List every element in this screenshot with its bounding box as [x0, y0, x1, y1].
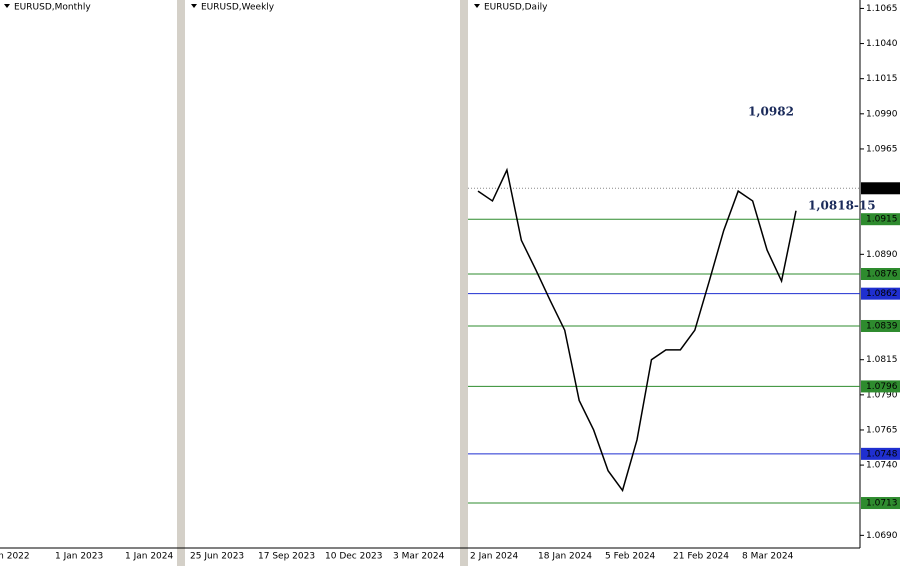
price-box	[861, 182, 900, 195]
level-label: 1.0915	[866, 215, 898, 225]
menu-arrow[interactable]	[191, 4, 197, 8]
y-tick-label: 1.0815	[866, 355, 898, 365]
level-box	[861, 287, 900, 300]
y-tick-label: 1.0965	[866, 144, 898, 154]
menu-arrow[interactable]	[4, 4, 10, 8]
y-tick-label: 1.0790	[866, 390, 898, 400]
y-tick-label: 1.0990	[866, 109, 898, 119]
y-tick-label: 1.1015	[866, 74, 898, 84]
level-box	[861, 497, 900, 510]
level-box	[861, 213, 900, 226]
level-label: 1.0796	[866, 382, 898, 392]
level-label: 1.0862	[866, 289, 898, 299]
x-tick-label: 5 Feb 2024	[605, 552, 656, 562]
level-box	[861, 268, 900, 280]
level-label: 1.0748	[866, 449, 898, 459]
x-tick-label: 1 Jan 2023	[55, 552, 103, 562]
y-tick-label: 1.1065	[866, 4, 898, 14]
annotation: 1,0818-15	[808, 199, 876, 213]
x-tick-label: 21 Feb 2024	[673, 552, 729, 562]
x-tick-label: 1 Jan 2024	[125, 552, 173, 562]
y-tick-label: 1.0690	[866, 531, 898, 541]
price-line-series	[477, 167, 797, 493]
panel-title: EURUSD,Weekly	[201, 3, 275, 13]
y-tick-label: 1.0740	[866, 461, 898, 471]
annotation: 1,0982	[748, 105, 794, 119]
panel-title: EURUSD,Daily	[484, 3, 548, 13]
splitter	[177, 0, 185, 566]
x-tick-label: 10 Dec 2023	[325, 552, 383, 562]
x-tick-label: 17 Sep 2023	[258, 552, 315, 562]
level-box	[861, 447, 900, 460]
level-label: 1.0839	[866, 321, 898, 331]
x-tick-label: 8 Mar 2024	[742, 552, 794, 562]
x-tick-label: 25 Jun 2023	[190, 552, 244, 562]
menu-arrow[interactable]	[474, 4, 480, 8]
level-box	[861, 319, 900, 332]
x-tick-label: 2 Jan 2024	[470, 552, 518, 562]
level-label: 1.0713	[866, 499, 898, 509]
x-tick-label: 18 Jan 2024	[538, 552, 592, 562]
price-label: 1.0937	[866, 184, 898, 194]
y-tick-label: 1.0765	[866, 425, 898, 435]
splitter	[460, 0, 468, 566]
y-tick-label: 1.0890	[866, 250, 898, 260]
x-tick-label: 3 Mar 2024	[393, 552, 445, 562]
y-tick-label: 1.1040	[866, 39, 898, 49]
level-box	[861, 380, 900, 393]
panel-title: EURUSD,Monthly	[14, 3, 91, 13]
level-label: 1.0876	[866, 270, 898, 280]
x-tick-label: Jan 2022	[0, 552, 30, 562]
